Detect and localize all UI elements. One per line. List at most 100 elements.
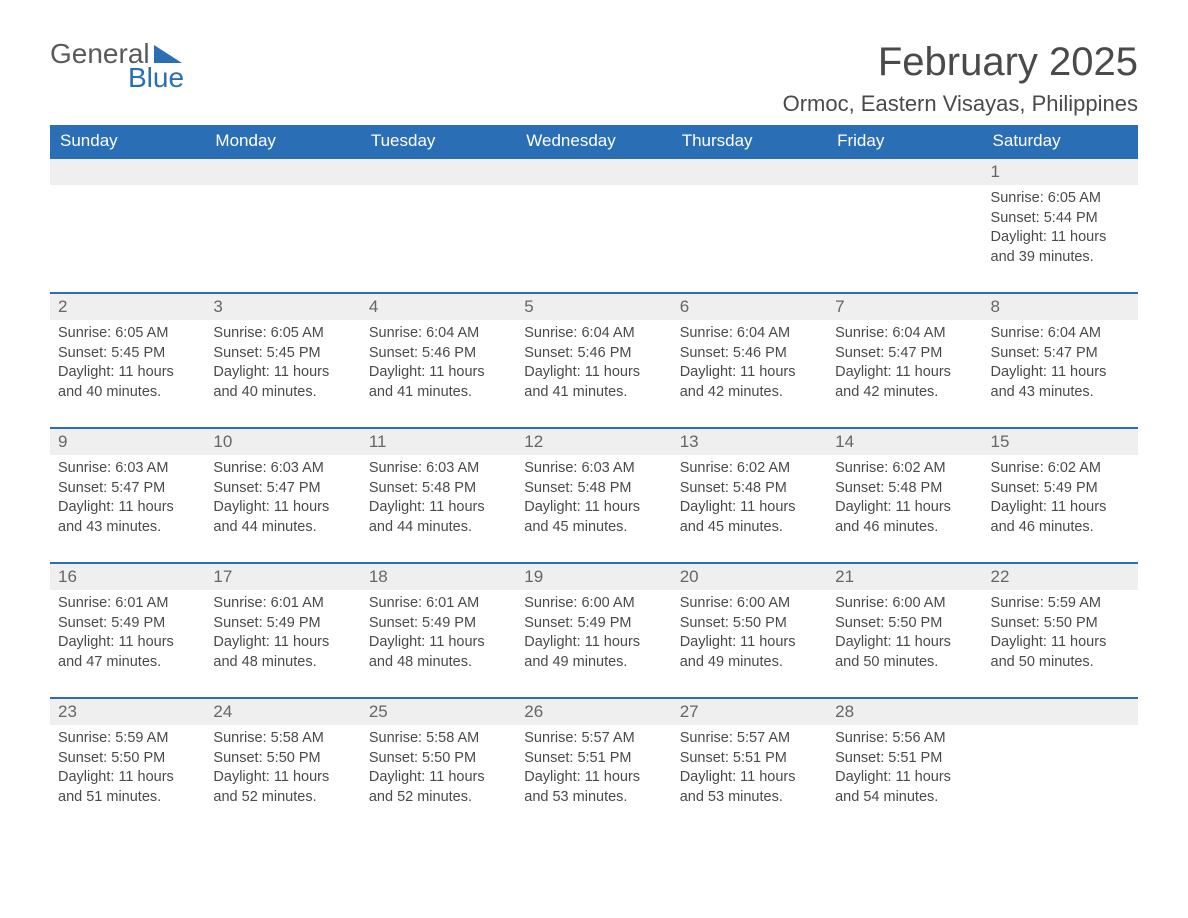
day-cell: 3Sunrise: 6:05 AMSunset: 5:45 PMDaylight… [205,293,360,428]
daylight-line: Daylight: 11 hours and 53 minutes. [524,768,663,807]
day-header: Sunday [50,125,205,158]
day-number: 2 [50,294,205,320]
sunset-line: Sunset: 5:47 PM [58,479,197,499]
day-cell: 23Sunrise: 5:59 AMSunset: 5:50 PMDayligh… [50,698,205,833]
daylight-line: Daylight: 11 hours and 49 minutes. [680,633,819,672]
day-body: Sunrise: 6:01 AMSunset: 5:49 PMDaylight:… [361,590,516,680]
day-body: Sunrise: 6:03 AMSunset: 5:47 PMDaylight:… [50,455,205,545]
day-cell: 17Sunrise: 6:01 AMSunset: 5:49 PMDayligh… [205,563,360,698]
daylight-line: Daylight: 11 hours and 40 minutes. [213,363,352,402]
day-number: 14 [827,429,982,455]
day-body: Sunrise: 6:02 AMSunset: 5:48 PMDaylight:… [672,455,827,545]
day-body: Sunrise: 6:03 AMSunset: 5:48 PMDaylight:… [361,455,516,545]
day-cell [516,158,671,293]
sunrise-line: Sunrise: 5:57 AM [680,729,819,749]
sunset-line: Sunset: 5:51 PM [680,749,819,769]
day-number [983,699,1138,725]
day-number: 28 [827,699,982,725]
daylight-line: Daylight: 11 hours and 48 minutes. [213,633,352,672]
month-title: February 2025 [783,40,1138,85]
header: General Blue February 2025 Ormoc, Easter… [50,40,1138,117]
sunrise-line: Sunrise: 6:05 AM [991,189,1130,209]
sunset-line: Sunset: 5:49 PM [524,614,663,634]
daylight-line: Daylight: 11 hours and 47 minutes. [58,633,197,672]
day-number: 22 [983,564,1138,590]
sunrise-line: Sunrise: 6:04 AM [524,324,663,344]
daylight-line: Daylight: 11 hours and 44 minutes. [369,498,508,537]
day-number: 1 [983,159,1138,185]
day-body: Sunrise: 6:00 AMSunset: 5:49 PMDaylight:… [516,590,671,680]
daylight-line: Daylight: 11 hours and 41 minutes. [369,363,508,402]
day-body: Sunrise: 6:04 AMSunset: 5:46 PMDaylight:… [516,320,671,410]
sunrise-line: Sunrise: 6:04 AM [991,324,1130,344]
day-number: 24 [205,699,360,725]
logo: General Blue [50,40,184,92]
sunset-line: Sunset: 5:48 PM [524,479,663,499]
day-body: Sunrise: 6:01 AMSunset: 5:49 PMDaylight:… [50,590,205,680]
daylight-line: Daylight: 11 hours and 43 minutes. [58,498,197,537]
daylight-line: Daylight: 11 hours and 48 minutes. [369,633,508,672]
calendar-table: Sunday Monday Tuesday Wednesday Thursday… [50,125,1138,833]
sunrise-line: Sunrise: 5:57 AM [524,729,663,749]
day-cell: 12 Sunrise: 6:03 AMSunset: 5:48 PMDayligh… [516,428,671,563]
sunset-line: Sunset: 5:47 PM [835,344,974,364]
daylight-line: Daylight: 11 hours and 46 minutes. [835,498,974,537]
daylight-line: Daylight: 11 hours and 45 minutes. [524,498,663,537]
sunrise-line: Sunrise: 6:00 AM [680,594,819,614]
day-cell: 4Sunrise: 6:04 AMSunset: 5:46 PMDaylight… [361,293,516,428]
day-number: 18 [361,564,516,590]
day-cell [50,158,205,293]
daylight-line: Daylight: 11 hours and 53 minutes. [680,768,819,807]
daylight-line: Daylight: 11 hours and 42 minutes. [835,363,974,402]
sunrise-line: Sunrise: 6:05 AM [213,324,352,344]
daylight-line: Daylight: 11 hours and 42 minutes. [680,363,819,402]
day-cell [827,158,982,293]
daylight-line: Daylight: 11 hours and 50 minutes. [835,633,974,672]
day-number [361,159,516,185]
day-header: Friday [827,125,982,158]
day-body: Sunrise: 6:03 AMSunset: 5:47 PMDaylight:… [205,455,360,545]
week-row: 9Sunrise: 6:03 AMSunset: 5:47 PMDaylight… [50,428,1138,563]
sunrise-line: Sunrise: 6:04 AM [680,324,819,344]
daylight-line: Daylight: 11 hours and 52 minutes. [213,768,352,807]
day-body: Sunrise: 6:02 AMSunset: 5:49 PMDaylight:… [983,455,1138,545]
day-cell: 13Sunrise: 6:02 AMSunset: 5:48 PMDayligh… [672,428,827,563]
logo-sail-icon [154,45,182,63]
daylight-line: Daylight: 11 hours and 54 minutes. [835,768,974,807]
sunrise-line: Sunrise: 6:05 AM [58,324,197,344]
day-cell: 6 Sunrise: 6:04 AMSunset: 5:46 PMDaylight… [672,293,827,428]
location-subtitle: Ormoc, Eastern Visayas, Philippines [783,91,1138,117]
day-cell [983,698,1138,833]
day-number: 10 [205,429,360,455]
day-cell: 15Sunrise: 6:02 AMSunset: 5:49 PMDayligh… [983,428,1138,563]
daylight-line: Daylight: 11 hours and 49 minutes. [524,633,663,672]
day-cell: 14 Sunrise: 6:02 AMSunset: 5:48 PMDayligh… [827,428,982,563]
day-number: 26 [516,699,671,725]
sunrise-line: Sunrise: 6:03 AM [524,459,663,479]
day-body: Sunrise: 5:57 AMSunset: 5:51 PMDaylight:… [672,725,827,815]
day-cell: 19Sunrise: 6:00 AMSunset: 5:49 PMDayligh… [516,563,671,698]
day-body: Sunrise: 5:56 AMSunset: 5:51 PMDaylight:… [827,725,982,815]
day-cell: 24Sunrise: 5:58 AMSunset: 5:50 PMDayligh… [205,698,360,833]
sunset-line: Sunset: 5:49 PM [213,614,352,634]
daylight-line: Daylight: 11 hours and 51 minutes. [58,768,197,807]
day-number: 3 [205,294,360,320]
day-number: 6 [672,294,827,320]
day-cell [205,158,360,293]
day-number: 20 [672,564,827,590]
sunrise-line: Sunrise: 6:02 AM [835,459,974,479]
sunset-line: Sunset: 5:47 PM [213,479,352,499]
daylight-line: Daylight: 11 hours and 43 minutes. [991,363,1130,402]
day-header: Monday [205,125,360,158]
sunrise-line: Sunrise: 5:58 AM [369,729,508,749]
sunrise-line: Sunrise: 5:56 AM [835,729,974,749]
day-body: Sunrise: 6:04 AMSunset: 5:47 PMDaylight:… [827,320,982,410]
day-header-row: Sunday Monday Tuesday Wednesday Thursday… [50,125,1138,158]
week-row: 1Sunrise: 6:05 AMSunset: 5:44 PMDaylight… [50,158,1138,293]
sunset-line: Sunset: 5:48 PM [835,479,974,499]
day-number: 12 [516,429,671,455]
day-number: 23 [50,699,205,725]
sunset-line: Sunset: 5:46 PM [680,344,819,364]
daylight-line: Daylight: 11 hours and 45 minutes. [680,498,819,537]
sunset-line: Sunset: 5:50 PM [991,614,1130,634]
